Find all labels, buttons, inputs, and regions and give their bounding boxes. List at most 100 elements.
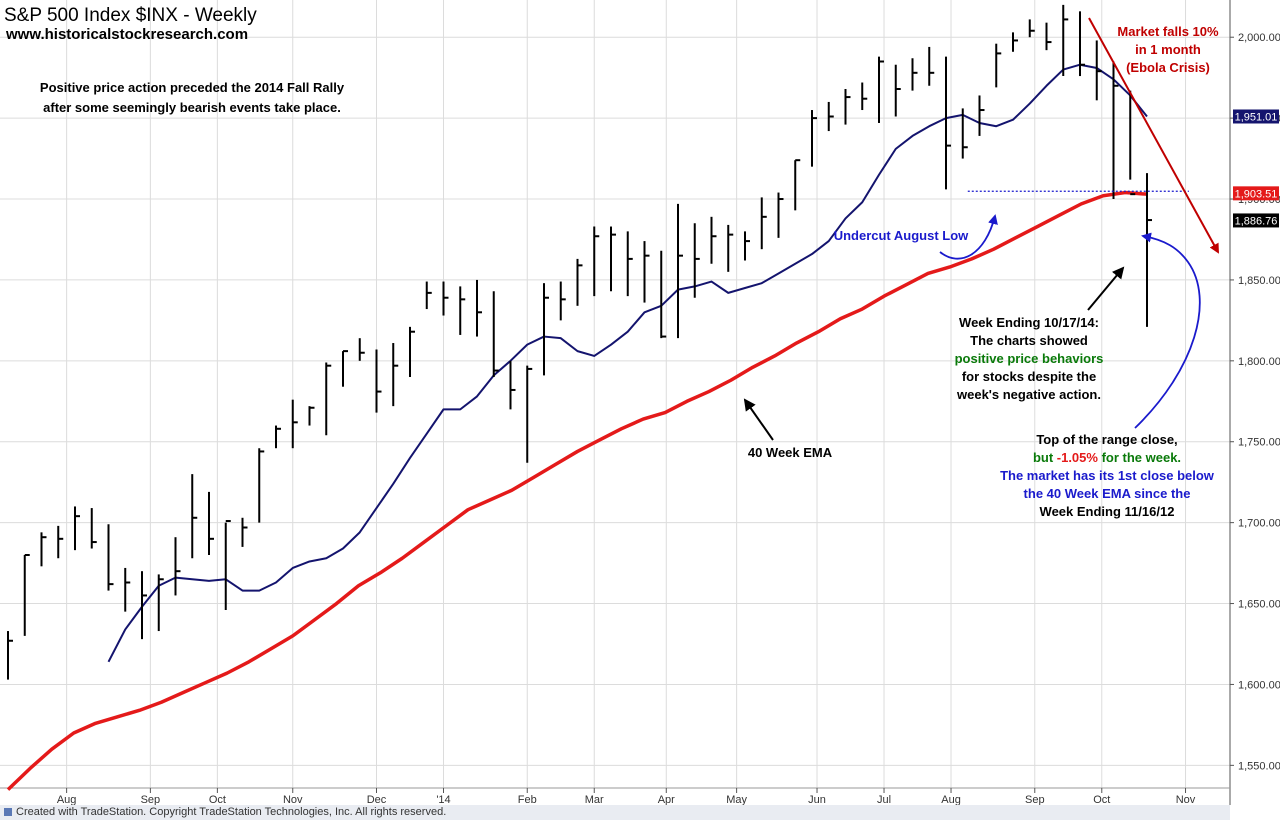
ohlc-bar (74, 506, 80, 551)
ohlc-bar (325, 362, 332, 436)
price-tag: 1,951.01 (1233, 109, 1279, 124)
ohlc-bar (476, 279, 482, 337)
week-line-3: positive price behaviors (955, 351, 1104, 366)
x-tick-label: Oct (209, 794, 226, 806)
close-line-2: but -1.05% for the week. (1033, 450, 1181, 465)
ohlc-bar (1112, 61, 1119, 200)
ohlc-bar (342, 350, 348, 387)
ohlc-bar (760, 197, 767, 250)
close-line-2a: but (1033, 450, 1057, 465)
ohlc-bar (241, 517, 248, 547)
price-tag: 1,886.76 (1233, 213, 1279, 228)
close-line-3: The market has its 1st close below (1000, 468, 1215, 483)
x-tick-label: Aug (941, 794, 961, 806)
ohlc-bar (677, 203, 683, 339)
ohlc-bar (911, 58, 918, 91)
x-tick-label: Apr (658, 794, 675, 806)
x-tick-label: Jun (808, 794, 826, 806)
footer-bar: Created with TradeStation. Copyright Tra… (0, 805, 1230, 820)
ohlc-bar (1146, 173, 1152, 327)
y-tick-label: 1,850.00 (1238, 275, 1280, 287)
x-tick-label: Mar (585, 794, 604, 806)
ohlc-bar (878, 56, 884, 123)
ohlc-bar (308, 406, 315, 426)
ohlc-bar (811, 110, 817, 167)
undercut-arrow (939, 214, 998, 260)
ohlc-bar (995, 43, 1002, 88)
ohlc-bar (107, 524, 114, 591)
ohlc-bar (928, 46, 935, 86)
ohlc-bar (191, 474, 198, 559)
ohlc-bar (1028, 19, 1035, 38)
ohlc-bar (861, 82, 868, 111)
ohlc-bar (894, 64, 901, 117)
ohlc-bar (442, 281, 449, 316)
ohlc-bar (392, 343, 399, 407)
ohlc-bar (208, 491, 214, 555)
short-moving-average-line (107, 63, 1148, 663)
footer-text: Created with TradeStation. Copyright Tra… (16, 806, 447, 818)
x-tick-label: Aug (57, 794, 77, 806)
ohlc-bar (526, 365, 533, 463)
ohlc-bar (1062, 4, 1069, 77)
ohlc-bar (593, 226, 600, 297)
ohlc-bar (40, 532, 47, 567)
price-tag-bg (1233, 186, 1279, 201)
x-tick-label: May (726, 794, 747, 806)
ohlc-bar (559, 281, 566, 321)
x-tick-label: Nov (1176, 794, 1196, 806)
ohlc-bar (141, 571, 147, 640)
ohlc-bar (543, 283, 549, 376)
ohlc-bar (174, 537, 181, 596)
market-falls-line-2: in 1 month (1135, 42, 1201, 57)
tradestation-logo-icon (4, 808, 12, 817)
y-tick-label: 1,750.00 (1238, 437, 1280, 449)
ohlc-bar (7, 631, 13, 680)
price-tag-label: 1,951.01 (1235, 111, 1278, 123)
ohlc-bar (492, 291, 499, 378)
y-tick-label: 1,700.00 (1238, 518, 1280, 530)
ohlc-bar (610, 226, 616, 292)
ohlc-bar (258, 448, 265, 523)
ema-40-week-group (6, 190, 1148, 791)
ohlc-bar (425, 281, 432, 310)
ohlc-bar (794, 159, 801, 211)
ema-label-arrow (743, 398, 774, 441)
x-tick-label: Nov (283, 794, 303, 806)
ohlc-bar (576, 258, 583, 306)
intro-line-2: after some seemingly bearish events take… (43, 100, 341, 115)
ohlc-bar (224, 520, 231, 611)
ohlc-bar (777, 192, 784, 238)
close-annotation-arrow (1134, 232, 1201, 429)
y-tick-label: 1,600.00 (1238, 679, 1280, 691)
ohlc-bar (626, 231, 633, 297)
close-line-5: Week Ending 11/16/12 (1040, 504, 1175, 519)
ohlc-bar (693, 223, 700, 298)
ohlc-bar (1129, 90, 1136, 196)
ohlc-bar (275, 425, 281, 449)
x-axis: Aug Sep Oct Nov Dec '14 Feb Mar Apr May Jun Jul Aug S… (57, 788, 1196, 806)
close-line-2c: for the week. (1098, 450, 1181, 465)
ohlc-bar (710, 216, 717, 264)
price-tags: 1,951.01 1,903.51 1,886.76 (1233, 109, 1279, 228)
ohlc-bar (827, 101, 834, 132)
ema-40-week-line (6, 190, 1148, 791)
ohlc-bar (358, 338, 365, 361)
week-line-5: week's negative action. (956, 387, 1101, 402)
ohlc-bar (844, 88, 851, 125)
week-line-4: for stocks despite the (962, 369, 1096, 384)
market-falls-arrow (1088, 17, 1219, 254)
price-tag-label: 1,903.51 (1235, 188, 1278, 200)
x-tick-label: Sep (1025, 794, 1045, 806)
website-label: www.historicalstockresearch.com (5, 26, 248, 43)
price-tag-bg (1233, 213, 1279, 228)
price-tag-bg (1233, 109, 1279, 124)
price-tag-label: 1,886.76 (1235, 215, 1278, 227)
week-line-2: The charts showed (970, 333, 1088, 348)
ohlc-bar (157, 574, 164, 632)
close-line-2-pct: -1.05% (1057, 450, 1099, 465)
ohlc-bar (660, 250, 667, 339)
ohlc-bar (459, 286, 466, 335)
ohlc-bar (375, 349, 382, 413)
